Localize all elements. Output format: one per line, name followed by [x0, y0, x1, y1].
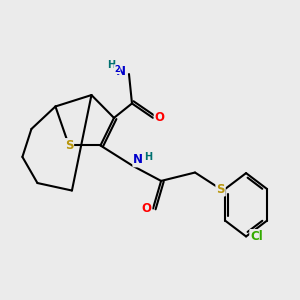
Text: O: O: [141, 202, 152, 215]
Text: S: S: [216, 182, 225, 196]
Text: N: N: [116, 65, 126, 78]
Text: N: N: [133, 153, 143, 167]
Text: H: H: [107, 60, 115, 70]
Text: 2: 2: [114, 65, 120, 74]
Text: O: O: [154, 111, 165, 124]
Text: H: H: [144, 152, 152, 162]
Text: Cl: Cl: [250, 230, 263, 243]
Text: S: S: [65, 139, 73, 152]
